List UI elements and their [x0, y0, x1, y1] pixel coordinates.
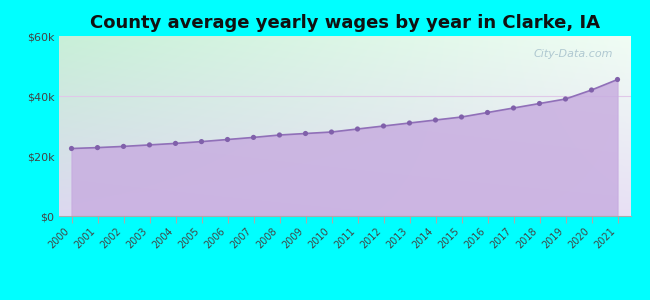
Point	[66, 146, 77, 151]
Point	[378, 124, 389, 128]
Point	[196, 139, 207, 144]
Point	[118, 144, 129, 149]
Title: County average yearly wages by year in Clarke, IA: County average yearly wages by year in C…	[90, 14, 599, 32]
Point	[144, 142, 155, 147]
Point	[170, 141, 181, 146]
Point	[326, 130, 337, 134]
Text: City-Data.com: City-Data.com	[534, 49, 614, 58]
Point	[274, 133, 285, 137]
Point	[92, 145, 103, 150]
Point	[430, 118, 441, 122]
Point	[560, 97, 571, 101]
Point	[534, 101, 545, 106]
Point	[352, 127, 363, 131]
Point	[586, 88, 597, 92]
Point	[248, 135, 259, 140]
Point	[222, 137, 233, 142]
Point	[508, 106, 519, 110]
Point	[456, 115, 467, 119]
Point	[482, 110, 493, 115]
Point	[404, 121, 415, 125]
Point	[612, 77, 623, 82]
Point	[300, 131, 311, 136]
